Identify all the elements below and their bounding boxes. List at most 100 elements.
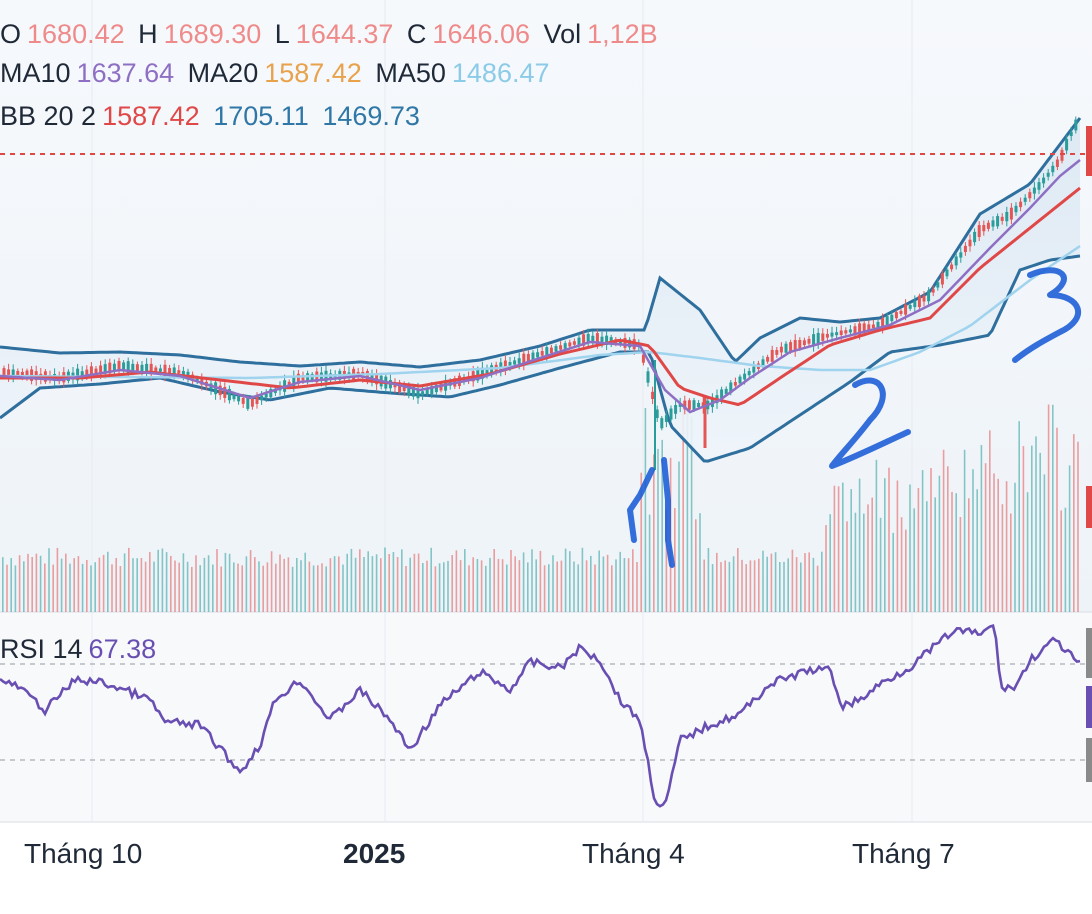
candle-body	[1051, 165, 1055, 173]
ohlc-legend: O 1680.42 H 1689.30 L 1644.37 C 1646.06 Vol 1…	[0, 18, 664, 50]
candle-body	[250, 398, 254, 407]
candle-body	[651, 391, 655, 400]
volume-bar	[783, 561, 785, 612]
candle-body	[986, 222, 990, 229]
volume-bar	[896, 480, 899, 612]
candle-body	[733, 382, 737, 386]
volume-bar	[1026, 492, 1029, 612]
candle-body	[669, 408, 673, 420]
volume-bar	[388, 554, 390, 612]
candle-body	[531, 352, 535, 361]
volume-bar	[800, 562, 802, 612]
candle-body	[545, 347, 549, 357]
candle-body	[936, 282, 940, 288]
volume-bar	[447, 560, 449, 612]
volume-bar	[598, 550, 600, 612]
volume-bar	[674, 508, 676, 612]
candle-body	[568, 342, 572, 347]
candle-body	[89, 366, 93, 378]
volume-bar	[569, 551, 571, 612]
candle-body	[135, 364, 139, 372]
volume-bar	[14, 565, 17, 612]
candle-body	[876, 321, 880, 329]
volume-bar	[464, 549, 466, 612]
volume-bar	[854, 512, 857, 612]
candle-body	[2, 368, 6, 377]
volume-bar	[871, 497, 873, 612]
ma50-line	[0, 244, 1081, 380]
volume-bar	[371, 556, 374, 612]
volume-bar	[846, 521, 848, 612]
volume-bar	[686, 404, 689, 612]
volume-bar	[732, 556, 735, 612]
candle-body	[591, 335, 595, 342]
volume-bar	[35, 553, 38, 612]
volume-bar	[480, 560, 483, 612]
volume-bar	[262, 565, 264, 612]
candle-body	[950, 264, 954, 270]
candle-body	[913, 301, 917, 308]
candle-body	[108, 362, 112, 374]
volume-bar	[228, 553, 231, 612]
volume-bar	[636, 562, 638, 612]
candle-body	[80, 371, 84, 376]
volume-bar	[308, 561, 311, 612]
candle-body	[908, 304, 912, 309]
volume-bar	[556, 561, 558, 612]
ma50-label: MA50	[375, 58, 446, 88]
volume-bar	[531, 549, 533, 612]
volume-bar	[590, 555, 592, 612]
volume-bar	[434, 566, 437, 612]
volume-bar	[627, 558, 630, 612]
close-label: C	[406, 19, 427, 49]
volume-bar	[959, 517, 962, 612]
candle-body	[1032, 187, 1036, 194]
volume-bar	[1052, 404, 1054, 612]
high-label: H	[138, 19, 158, 49]
volume-bar	[266, 562, 269, 612]
rsi-value: 67.38	[88, 634, 157, 664]
candle-body	[931, 289, 935, 293]
candle-body	[559, 345, 563, 350]
candle-body	[605, 335, 609, 345]
volume-bar	[829, 514, 831, 612]
candle-body	[646, 371, 650, 383]
candle-body	[526, 353, 530, 362]
volume-bar	[993, 473, 995, 612]
volume-bar	[863, 513, 865, 612]
candle-body	[398, 382, 402, 393]
candle-body	[168, 368, 172, 374]
volume-bar	[392, 552, 395, 612]
candle-body	[945, 269, 949, 277]
candle-body	[540, 351, 544, 356]
volume-bar	[795, 557, 798, 612]
volume-bar	[270, 551, 273, 612]
volume-bar	[401, 549, 403, 612]
candle-body	[103, 364, 107, 374]
volume-bar	[850, 489, 852, 612]
volume-bar	[283, 558, 285, 612]
volume-bar	[1043, 474, 1046, 612]
volume-bar	[711, 564, 714, 612]
volume-bar	[1056, 427, 1058, 612]
volume-bar	[1031, 445, 1033, 612]
ma10-line	[0, 159, 1081, 414]
volume-bar	[52, 564, 54, 612]
volume-bar	[514, 556, 516, 612]
candle-body	[195, 377, 199, 383]
volume-bar	[716, 552, 718, 612]
volume-bar	[493, 549, 495, 612]
annotation-1-stem	[661, 457, 675, 568]
volume-bar	[191, 566, 193, 612]
candle-body	[720, 389, 724, 402]
candle-body	[577, 337, 581, 346]
volume-bar	[1014, 482, 1016, 612]
candle-body	[701, 402, 705, 408]
ma10-label: MA10	[0, 58, 71, 88]
volume-bar	[972, 469, 974, 612]
volume-bar	[18, 555, 21, 612]
bb-label: BB 20 2	[0, 101, 97, 131]
candle-body	[485, 370, 489, 374]
candle-body	[793, 339, 797, 351]
